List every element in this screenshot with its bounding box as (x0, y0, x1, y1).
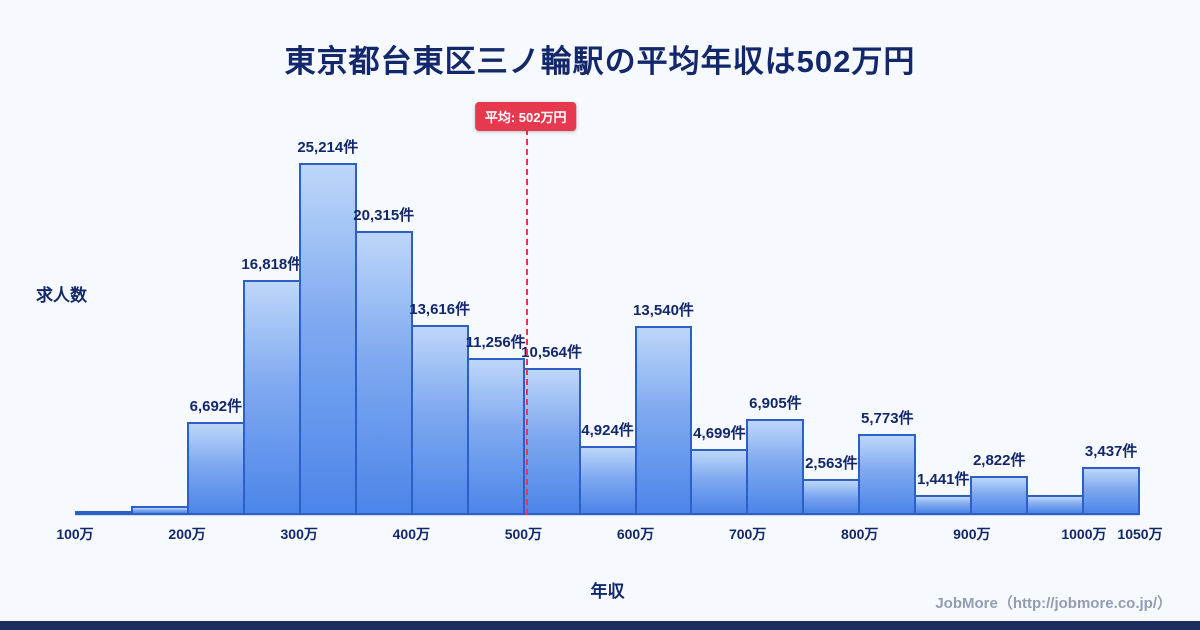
x-tick-label: 1050万 (1117, 526, 1163, 542)
x-tick-label: 400万 (392, 526, 430, 542)
x-tick-label: 1000万 (1061, 526, 1107, 542)
bar-rect (914, 494, 973, 515)
histogram-bar (130, 163, 189, 515)
histogram-bar: 5,773件 (858, 163, 917, 515)
bar-rect (522, 367, 581, 515)
histogram-bar: 11,256件 (465, 163, 526, 515)
bar-rect (858, 434, 917, 515)
bar-rect (186, 421, 245, 515)
bar-rect (970, 475, 1029, 515)
x-axis-label: 年収 (590, 582, 625, 601)
bar-value-label: 20,315件 (353, 207, 415, 225)
footer-credit: JobMore（http://jobmore.co.jp/） (935, 595, 1172, 612)
histogram-bar: 13,616件 (409, 163, 471, 515)
bar-rect (410, 324, 469, 515)
bar-value-label: 4,699件 (693, 425, 746, 443)
bar-rect (1082, 467, 1141, 515)
bar-rect (298, 163, 357, 515)
bar-rect (354, 231, 413, 515)
bar-rect (578, 446, 637, 515)
histogram-bar: 25,214件 (297, 139, 358, 515)
x-tick-label: 600万 (616, 526, 655, 542)
bar-rect (466, 357, 525, 515)
x-tick-label: 200万 (168, 526, 206, 542)
bar-rect (802, 479, 861, 515)
x-axis-ticks: 100万 200万 300万 400万 500万 600万 700万 800万 900万 1000… (56, 524, 1162, 546)
bar-value-label: 13,616件 (409, 300, 471, 318)
bar-value-label: 1,441件 (916, 470, 970, 488)
x-axis-line (75, 515, 1140, 516)
histogram-bar: 6,692件 (186, 163, 245, 515)
bar-rect (1026, 495, 1085, 515)
bar-value-label: 11,256件 (465, 333, 526, 351)
histogram-bar: 3,437件 (1082, 163, 1141, 515)
bar-value-label: 13,540件 (633, 301, 694, 319)
histogram-bar: 2,822件 (970, 163, 1029, 515)
histogram-bar: 16,818件 (241, 163, 303, 515)
bar-value-label: 4,924件 (581, 422, 634, 440)
bar-value-label: 6,692件 (189, 397, 243, 415)
bar-rect (746, 418, 805, 515)
histogram-bar: 10,564件 (521, 163, 583, 515)
histogram-bar: 4,924件 (578, 163, 637, 515)
bar-rect (690, 449, 749, 515)
x-tick-label: 800万 (841, 526, 879, 542)
bar-rect (634, 325, 693, 515)
bar-value-label: 10,564件 (521, 343, 583, 361)
bottom-accent-bar (0, 621, 1200, 630)
bar-value-label: 2,563件 (805, 455, 858, 473)
bar-value-label: 5,773件 (861, 410, 914, 428)
histogram-bar: 4,699件 (690, 163, 749, 515)
plot-area: 6,692件 16,818件 25,214件 20,315件 13,616件 11,256… (75, 139, 1141, 515)
histogram-bar: 6,905件 (746, 163, 805, 515)
histogram-bar: 20,315件 (353, 163, 415, 515)
x-tick-label: 300万 (280, 526, 318, 542)
bar-value-label: 16,818件 (241, 256, 303, 274)
x-tick-label: 900万 (953, 526, 991, 542)
average-line (525, 129, 528, 515)
bar-value-label: 25,214件 (297, 139, 359, 156)
y-axis-label: 求人数 (36, 286, 87, 305)
bar-rect (242, 280, 301, 515)
average-badge: 平均: 502万円 (474, 102, 577, 131)
page-title: 東京都台東区三ノ輪駅の平均年収は502万円 (284, 44, 916, 79)
histogram-bar: 2,563件 (802, 163, 861, 515)
bar-value-label: 3,437件 (1084, 443, 1138, 461)
histogram-bar: 13,540件 (633, 163, 694, 515)
histogram-bar: 1,441件 (914, 163, 973, 515)
bar-value-label: 6,905件 (749, 394, 802, 412)
x-tick-label: 500万 (504, 526, 543, 542)
x-tick-label: 100万 (56, 526, 94, 542)
histogram-bar (1026, 163, 1085, 515)
histogram-bar (75, 163, 133, 515)
bar-rect (130, 505, 189, 515)
x-tick-label: 700万 (728, 526, 767, 542)
bar-value-label: 2,822件 (972, 451, 1026, 469)
